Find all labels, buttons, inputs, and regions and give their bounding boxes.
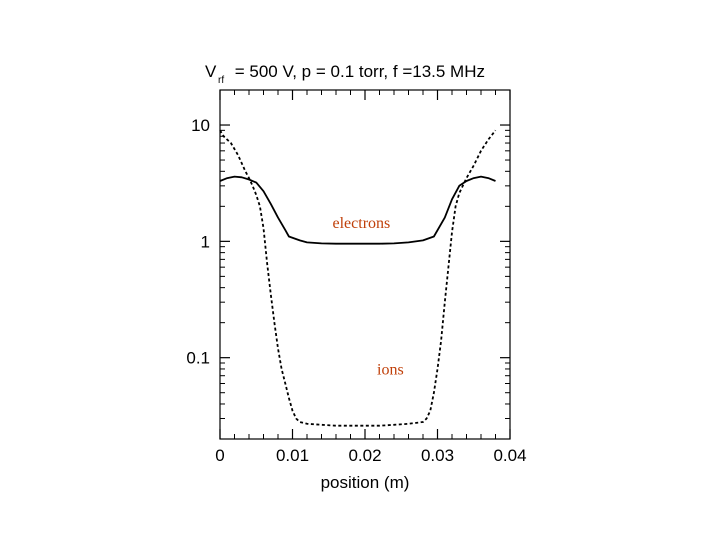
series-label-ions: ions (377, 361, 404, 378)
series-line-ions (219, 129, 497, 427)
axis-tick-labels: 0 0.01 0.02 0.03 0.04 10 1 0.1 (186, 116, 526, 465)
series-line-electrons (219, 175, 496, 245)
title-subscript: rf (218, 75, 224, 86)
x-tick-label: 0.03 (421, 446, 454, 465)
y-tick-label: 10 (191, 116, 210, 135)
plot-frame (219, 89, 511, 440)
x-tick-label: 0 (215, 446, 224, 465)
x-axis-label: position (m) (321, 473, 410, 492)
title-params: = 500 V, p = 0.1 torr, f =13.5 MHz (230, 62, 485, 81)
title-v: V (205, 62, 217, 81)
x-tick-label: 0.04 (493, 446, 526, 465)
series-label-electrons: electrons (333, 215, 391, 232)
chart-title: V rf = 500 V, p = 0.1 torr, f =13.5 MHz (205, 62, 485, 87)
x-tick-label: 0.02 (348, 446, 381, 465)
series-labels: electrons ions (333, 215, 404, 378)
y-tick-label: 0.1 (186, 349, 210, 368)
axis-ticks (219, 89, 511, 440)
y-tick-label: 1 (201, 232, 210, 251)
series-lines (219, 129, 497, 427)
x-tick-label: 0.01 (276, 446, 309, 465)
